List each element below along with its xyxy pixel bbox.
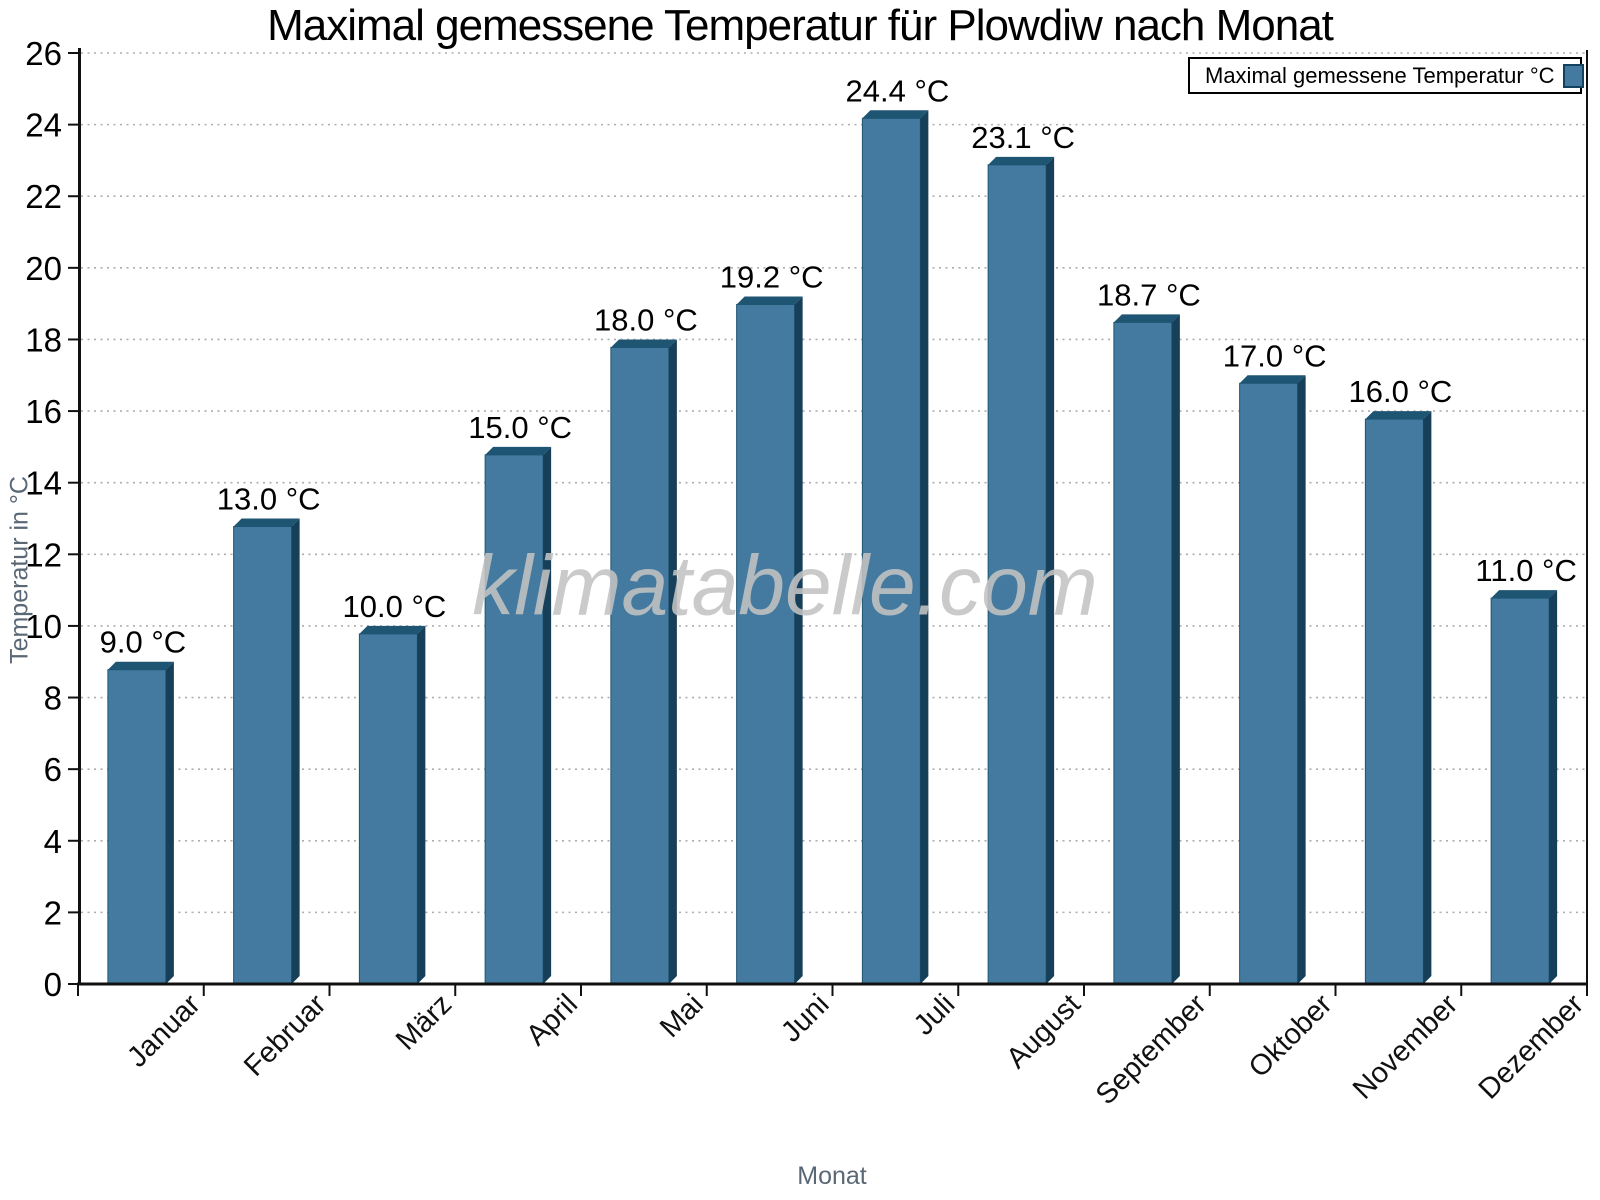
y-tick-label: 20: [25, 250, 62, 287]
x-tick-label: April: [520, 988, 584, 1052]
bar-value-label: 19.2 °C: [720, 259, 824, 294]
y-tick-label: 4: [44, 823, 62, 860]
bar-value-label: 13.0 °C: [217, 482, 321, 517]
bar-value-label: 23.1 °C: [971, 120, 1075, 155]
bar-top-face: [1491, 590, 1558, 599]
bar-side-face: [920, 110, 929, 985]
bar-front: [1490, 597, 1550, 985]
x-tick-label: Juni: [775, 988, 835, 1048]
y-tick-label: 10: [25, 608, 62, 645]
bar-top-face: [107, 661, 174, 670]
bar-side-face: [417, 625, 426, 984]
bar-side-face: [165, 661, 174, 984]
bar-front: [484, 454, 544, 985]
y-tick-label: 24: [25, 107, 62, 144]
x-tick-label: September: [1090, 988, 1213, 1111]
y-tick-label: 12: [25, 536, 62, 573]
bar-top-face: [736, 296, 803, 305]
bar-dezember: 11.0 °C: [1475, 553, 1577, 985]
bar-value-label: 11.0 °C: [1475, 553, 1576, 588]
bar-value-label: 18.0 °C: [594, 302, 698, 337]
bar-top-face: [1365, 411, 1432, 420]
x-tick-label: Februar: [238, 988, 333, 1083]
bar-front: [107, 669, 167, 985]
x-axis-title: Monat: [797, 1162, 867, 1190]
bar-juli: 24.4 °C: [846, 73, 950, 985]
x-tick-label: Oktober: [1243, 988, 1339, 1084]
bar-november: 16.0 °C: [1349, 374, 1453, 985]
bar-front: [987, 164, 1047, 985]
bar-september: 18.7 °C: [1097, 277, 1201, 985]
bar-mai: 18.0 °C: [594, 302, 698, 985]
bar-januar: 9.0 °C: [100, 625, 187, 985]
x-tick-label: August: [1000, 988, 1086, 1074]
bar-front: [233, 526, 293, 985]
y-tick-label: 26: [25, 35, 62, 72]
y-tick-label: 2: [44, 894, 62, 931]
bar-front: [358, 633, 418, 985]
bar-value-label: 15.0 °C: [468, 410, 572, 445]
x-tick-label: Juli: [908, 988, 961, 1041]
x-tick-label: März: [390, 988, 458, 1056]
x-tick-labels: Januar Februar März April Mai Juni Juli August S…: [121, 988, 1590, 1111]
bar-top-face: [485, 446, 552, 455]
y-tick-label: 14: [25, 465, 62, 502]
bar-top-face: [1113, 314, 1180, 323]
bar-top-face: [988, 156, 1055, 165]
x-axis-ticks: [77, 984, 1588, 996]
bar-side-face: [1423, 411, 1432, 985]
y-tick-label: 8: [44, 680, 62, 717]
bar-side-face: [1046, 156, 1055, 985]
bar-value-label: 9.0 °C: [100, 625, 187, 660]
chart-title: Maximal gemessene Temperatur für Plowdiw…: [267, 1, 1334, 50]
bar-value-label: 18.7 °C: [1097, 277, 1201, 312]
bar-front: [1239, 382, 1299, 985]
bar-front: [861, 117, 921, 985]
legend-label: Maximal gemessene Temperatur °C: [1205, 62, 1555, 88]
bar-front: [736, 303, 796, 985]
bar-value-label: 16.0 °C: [1349, 374, 1453, 409]
bar-side-face: [794, 296, 803, 984]
bar-front: [1113, 321, 1173, 985]
bar-side-face: [291, 518, 300, 984]
bar-side-face: [1297, 375, 1306, 984]
x-tick-label: Mai: [654, 988, 710, 1044]
y-tick-label: 18: [25, 321, 62, 358]
bar-front: [610, 346, 670, 985]
bar-side-face: [668, 339, 677, 984]
bar-top-face: [862, 110, 929, 119]
bar-value-label: 24.4 °C: [846, 73, 950, 108]
y-tick-label: 22: [25, 178, 62, 215]
bar-side-face: [543, 446, 552, 984]
bar-front: [1364, 418, 1424, 985]
x-tick-label: Januar: [121, 988, 207, 1074]
bar-value-label: 17.0 °C: [1223, 338, 1327, 373]
bar-value-label: 10.0 °C: [343, 589, 447, 624]
bar-juni: 19.2 °C: [720, 259, 824, 985]
bar-februar: 13.0 °C: [217, 482, 321, 985]
bar-oktober: 17.0 °C: [1223, 338, 1327, 985]
y-tick-label: 16: [25, 393, 62, 430]
bar-top-face: [610, 339, 677, 348]
bar-side-face: [1549, 590, 1558, 984]
y-axis-title: Temperatur in °C: [5, 476, 34, 664]
bars: 9.0 °C 13.0 °C 10.0 °C 15.0 °C 18.0 °C 19.2 °…: [100, 73, 1577, 985]
y-tick-label: 0: [44, 966, 62, 1003]
x-tick-label: November: [1347, 988, 1464, 1105]
bar-side-face: [1171, 314, 1180, 985]
bar-top-face: [359, 625, 426, 634]
bar-top-face: [1239, 375, 1306, 384]
legend: Maximal gemessene Temperatur °C: [1188, 57, 1584, 94]
x-tick-label: Dezember: [1473, 988, 1590, 1105]
legend-swatch-icon: [1562, 63, 1584, 88]
bar-märz: 10.0 °C: [343, 589, 447, 985]
y-tick-label: 6: [44, 751, 62, 788]
bar-august: 23.1 °C: [971, 120, 1075, 985]
bar-top-face: [233, 518, 300, 527]
